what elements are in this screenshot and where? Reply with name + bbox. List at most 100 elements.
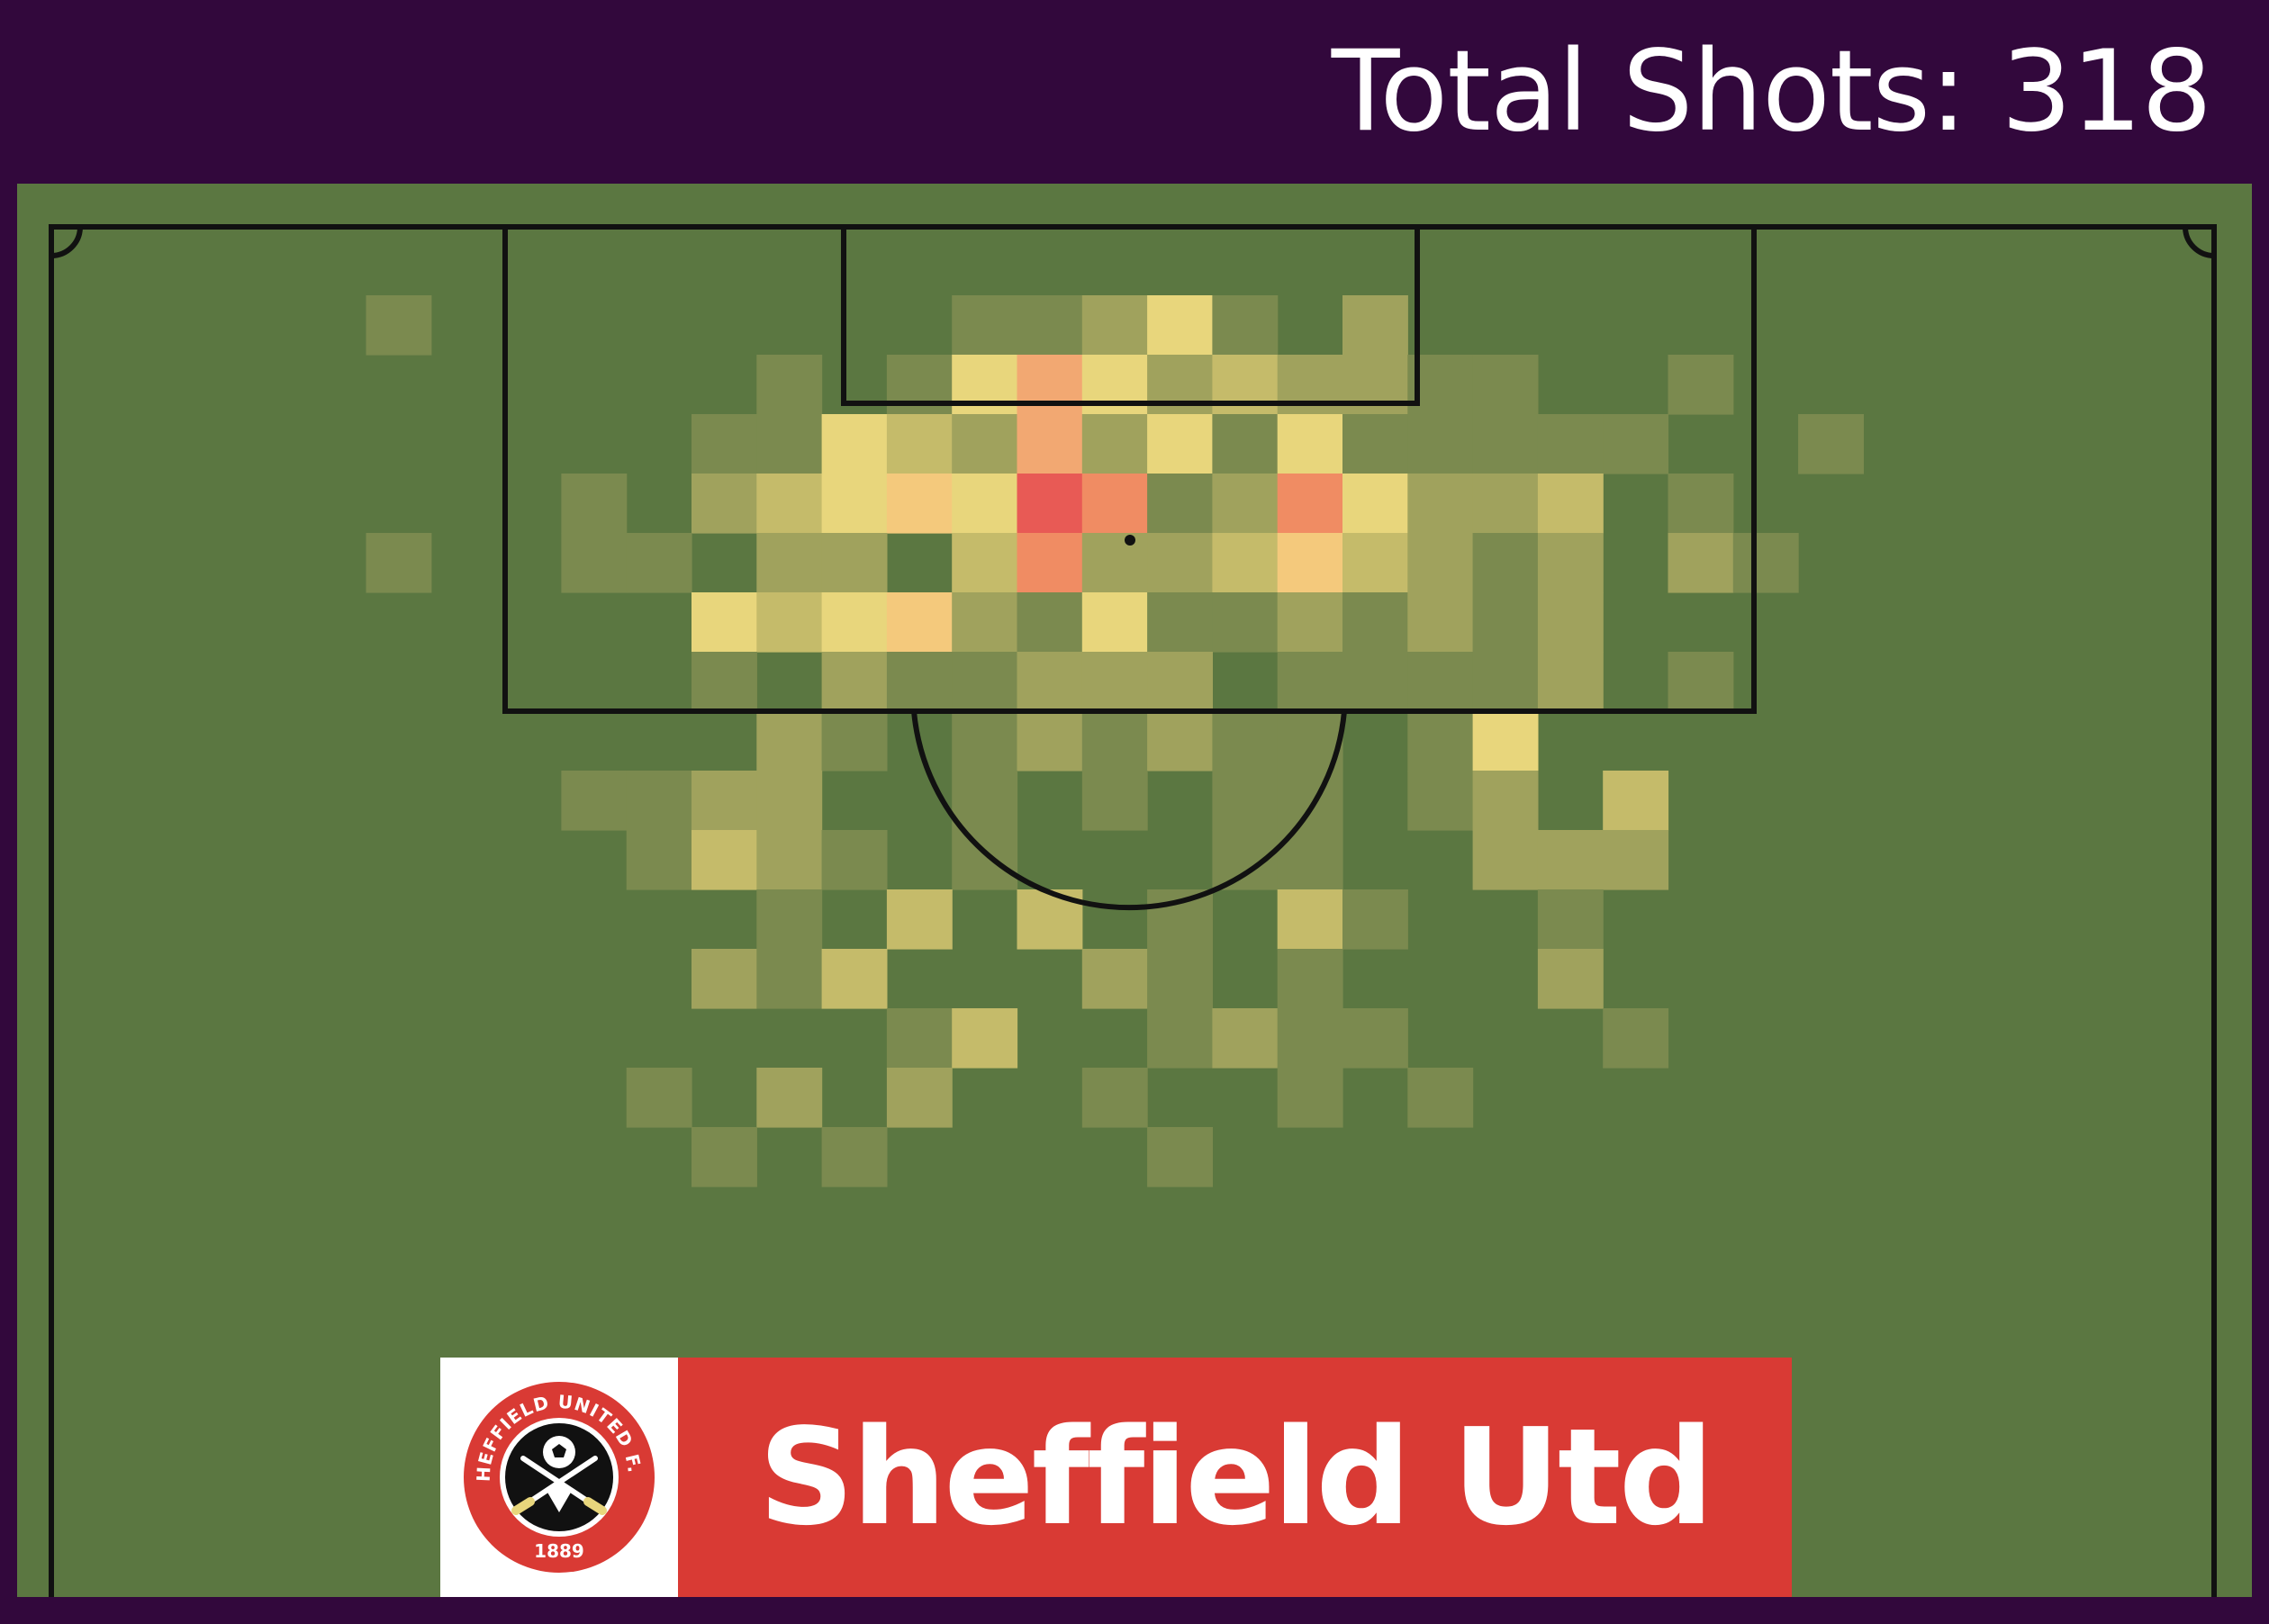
heatmap-cell bbox=[821, 414, 888, 474]
heatmap-cell bbox=[1277, 474, 1343, 534]
heatmap-cell bbox=[1212, 474, 1279, 534]
heatmap-cell bbox=[1081, 949, 1148, 1009]
heatmap-cell bbox=[1537, 474, 1604, 534]
heatmap-cell bbox=[1407, 414, 1474, 474]
heatmap-cell bbox=[1147, 533, 1213, 593]
heatmap-cell bbox=[1472, 652, 1539, 712]
heatmap-cell bbox=[821, 652, 888, 712]
heatmap-cell bbox=[1342, 533, 1408, 593]
crest-football-icon bbox=[543, 1436, 575, 1468]
heatmap-cell bbox=[561, 474, 628, 534]
heatmap-cell bbox=[821, 533, 888, 593]
penalty-spot bbox=[1125, 535, 1135, 546]
heatmap-cell bbox=[1407, 533, 1474, 593]
heatmap-cell bbox=[1342, 414, 1408, 474]
heatmap-cell bbox=[1668, 652, 1734, 712]
heatmap-cell bbox=[1081, 295, 1148, 356]
heatmap-cell bbox=[886, 414, 953, 474]
heatmap-cell bbox=[692, 414, 757, 474]
heatmap-cell bbox=[1277, 1068, 1343, 1128]
heatmap-cell bbox=[1407, 711, 1474, 771]
heatmap-cell bbox=[1147, 652, 1213, 712]
heatmap-cell bbox=[1212, 592, 1279, 653]
heatmap-cell bbox=[1603, 771, 1669, 831]
heatmap-cell bbox=[1407, 771, 1474, 831]
heatmap-cell bbox=[1537, 889, 1604, 950]
heatmap-cell bbox=[952, 414, 1018, 474]
corner-arc-left bbox=[50, 226, 83, 258]
heatmap-cell bbox=[1277, 592, 1343, 653]
heatmap-cell bbox=[626, 830, 692, 890]
heatmap-cell bbox=[1017, 711, 1083, 771]
heatmap-cell bbox=[1277, 414, 1343, 474]
team-crest: SHEFFIELD UNITED F.C. 1889 bbox=[440, 1358, 678, 1597]
penalty-arc bbox=[911, 710, 1347, 911]
heatmap-cell bbox=[1147, 474, 1213, 534]
team-name: Sheffield Utd bbox=[758, 1400, 1713, 1555]
heatmap-cell bbox=[1277, 652, 1343, 712]
heatmap-cell bbox=[626, 771, 692, 831]
heatmap-cell bbox=[1277, 533, 1343, 593]
heatmap-cell bbox=[1472, 533, 1539, 593]
heatmap-cell bbox=[1472, 830, 1539, 890]
heatmap-cell bbox=[1342, 652, 1408, 712]
heatmap-cell bbox=[1537, 592, 1604, 653]
heatmap-cell bbox=[1017, 295, 1083, 356]
heatmap-cell bbox=[626, 1068, 692, 1128]
heatmap-cell bbox=[1147, 1127, 1213, 1187]
heatmap-cell bbox=[1212, 711, 1279, 771]
heatmap-cell bbox=[1081, 652, 1148, 712]
heatmap-cell bbox=[1017, 474, 1083, 534]
heatmap-cell bbox=[952, 592, 1018, 653]
heatmap-cell bbox=[692, 474, 757, 534]
heatmap-cell bbox=[1212, 1008, 1279, 1069]
heatmap-cell bbox=[886, 474, 953, 534]
heatmap-cell bbox=[1668, 533, 1734, 593]
heatmap-cell bbox=[952, 533, 1018, 593]
heatmap-cell bbox=[756, 355, 823, 415]
heatmap-cell bbox=[1342, 474, 1408, 534]
heatmap-cell bbox=[756, 889, 823, 950]
heatmap-cell bbox=[1798, 414, 1864, 474]
heatmap-cell bbox=[1277, 1008, 1343, 1069]
heatmap-cell bbox=[756, 533, 823, 593]
heatmap-cell bbox=[821, 830, 888, 890]
heatmap-cell bbox=[756, 414, 823, 474]
heatmap-cell bbox=[1407, 474, 1474, 534]
heatmap-cell bbox=[952, 1008, 1018, 1069]
heatmap-cell bbox=[1212, 771, 1279, 831]
six-yard-box bbox=[841, 224, 1420, 406]
heatmap-cell bbox=[1472, 711, 1539, 771]
heatmap-cell bbox=[1081, 474, 1148, 534]
heatmap-cell bbox=[1147, 949, 1213, 1009]
heatmap-cell bbox=[1537, 949, 1604, 1009]
heatmap-cell bbox=[1081, 414, 1148, 474]
heatmap-cell bbox=[886, 1008, 953, 1069]
heatmap-cell bbox=[1081, 592, 1148, 653]
heatmap-cell bbox=[561, 533, 628, 593]
heatmap-cell bbox=[821, 474, 888, 534]
heatmap-cell bbox=[1017, 533, 1083, 593]
heatmap-cell bbox=[692, 592, 757, 653]
heatmap-cell bbox=[1017, 414, 1083, 474]
heatmap-cell bbox=[1017, 652, 1083, 712]
heatmap-cell bbox=[1537, 533, 1604, 593]
heatmap-cell bbox=[886, 889, 953, 950]
corner-arc-right bbox=[2183, 226, 2215, 258]
heatmap-cell bbox=[1147, 414, 1213, 474]
crest-year: 1889 bbox=[534, 1540, 584, 1562]
heatmap-cell bbox=[886, 1068, 953, 1128]
heatmap-cell bbox=[366, 295, 432, 356]
heatmap-cell bbox=[1081, 1068, 1148, 1128]
heatmap-cell bbox=[1472, 414, 1539, 474]
heatmap-cell bbox=[756, 1068, 823, 1128]
heatmap-cell bbox=[1472, 592, 1539, 653]
heatmap-cell bbox=[952, 771, 1018, 831]
heatmap-cell bbox=[1407, 592, 1474, 653]
heatmap-cell bbox=[952, 830, 1018, 890]
heatmap-cell bbox=[1081, 533, 1148, 593]
heatmap-cell bbox=[1472, 474, 1539, 534]
heatmap-cell bbox=[1147, 889, 1213, 950]
pitch bbox=[17, 184, 2252, 1597]
heatmap-cell bbox=[756, 711, 823, 771]
